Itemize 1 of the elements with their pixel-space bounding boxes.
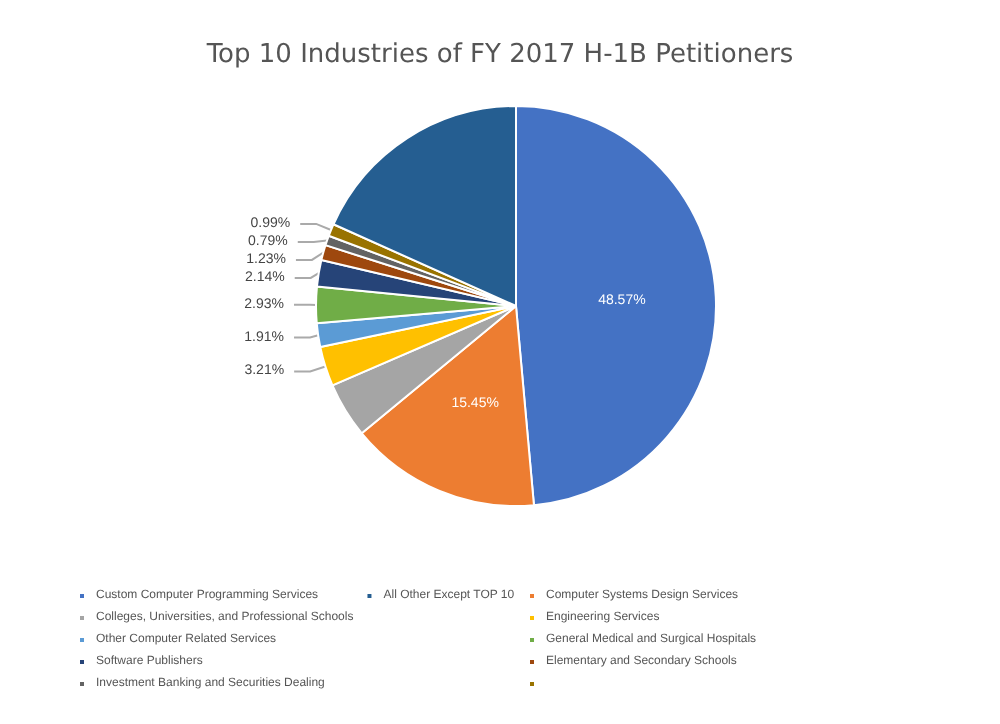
chart-title: Top 10 Industries of FY 2017 H-1B Petitioners — [204, 40, 794, 70]
